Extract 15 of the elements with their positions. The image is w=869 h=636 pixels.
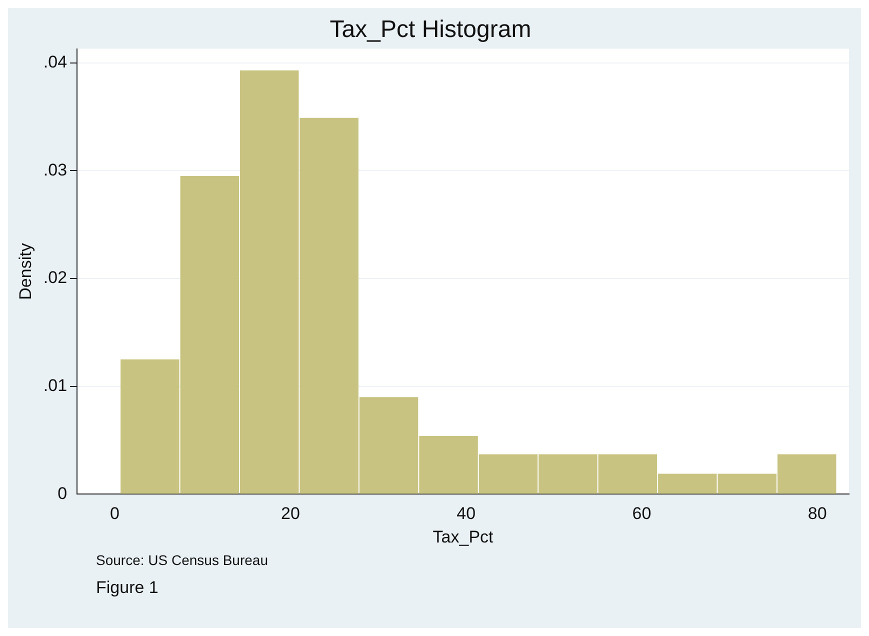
x-tick-label: 80 bbox=[808, 504, 827, 524]
y-tick-label: 0 bbox=[58, 484, 68, 503]
x-tick-label: 20 bbox=[280, 504, 300, 524]
x-tick-label: 40 bbox=[456, 504, 476, 524]
y-tick-label: .04 bbox=[43, 52, 68, 72]
caption: Figure 1 bbox=[96, 578, 160, 598]
x-axis-title: Tax_Pct bbox=[432, 527, 494, 546]
x-tick-label: 0 bbox=[110, 504, 120, 524]
source-note: Source: US Census Bureau bbox=[96, 552, 269, 568]
y-tick-label: .01 bbox=[43, 376, 68, 396]
y-axis-title: Density bbox=[16, 242, 35, 300]
y-tick-label: .02 bbox=[43, 268, 68, 288]
chart-title: Tax_Pct Histogram bbox=[330, 16, 532, 44]
y-tick-label: .03 bbox=[43, 160, 68, 180]
x-tick-label: 60 bbox=[632, 504, 652, 524]
